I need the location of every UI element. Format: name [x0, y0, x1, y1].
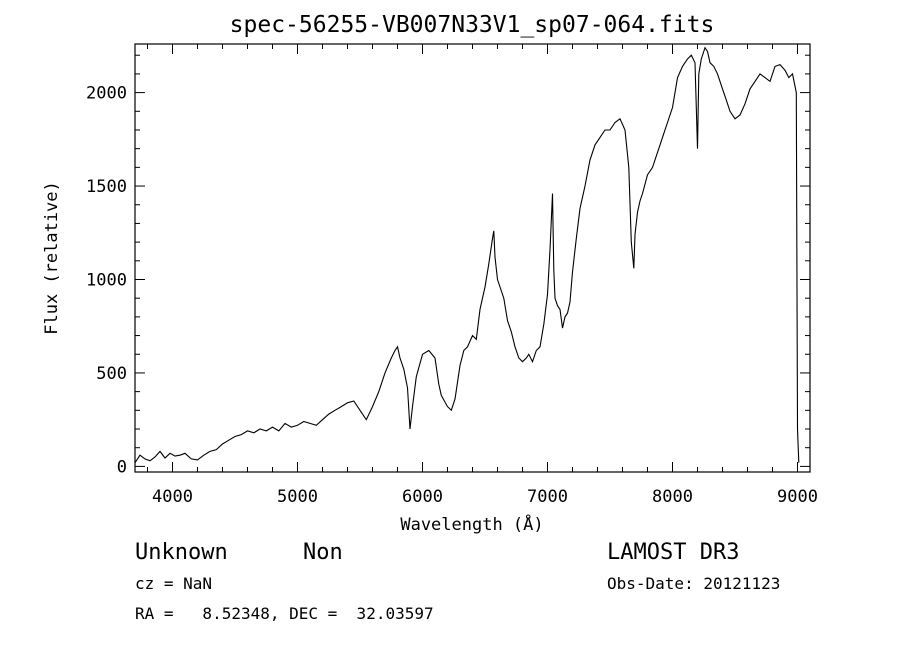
- x-tick-label: 8000: [652, 487, 693, 507]
- y-axis-label: Flux (relative): [42, 181, 62, 335]
- x-axis-ticks: [147, 44, 798, 472]
- y-axis-tick-labels: 0 500 1000 1500 2000: [86, 84, 127, 478]
- radec-label: RA = 8.52348, DEC = 32.03597: [135, 604, 434, 623]
- subclass-label: Non: [303, 540, 343, 565]
- y-axis-ticks: [135, 54, 810, 467]
- y-tick-label: 0: [117, 457, 127, 477]
- x-tick-label: 7000: [527, 487, 568, 507]
- x-tick-label: 9000: [777, 487, 818, 507]
- x-tick-label: 6000: [402, 487, 443, 507]
- x-tick-label: 5000: [277, 487, 318, 507]
- x-axis-label: Wavelength (Å): [400, 513, 543, 535]
- y-tick-label: 1500: [86, 177, 127, 197]
- object-class-label: Unknown: [135, 540, 228, 565]
- spectrum-line: [134, 46, 800, 464]
- obs-date-label: Obs-Date: 20121123: [607, 574, 780, 593]
- cz-label: cz = NaN: [135, 574, 212, 593]
- x-axis-tick-labels: 4000 5000 6000 7000 8000 9000: [152, 487, 818, 507]
- survey-label: LAMOST DR3: [607, 540, 739, 565]
- y-tick-label: 500: [96, 364, 127, 384]
- x-tick-label: 4000: [152, 487, 193, 507]
- chart-title: spec-56255-VB007N33V1_sp07-064.fits: [230, 12, 715, 38]
- plot-frame: [134, 43, 811, 473]
- y-tick-label: 2000: [86, 84, 127, 104]
- y-tick-label: 1000: [86, 270, 127, 290]
